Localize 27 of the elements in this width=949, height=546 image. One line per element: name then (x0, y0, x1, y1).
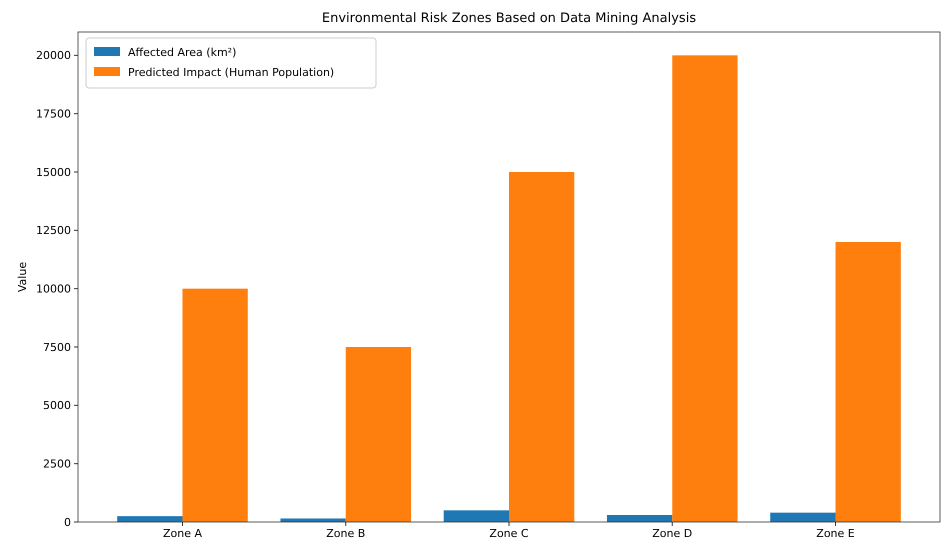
y-tick-label: 12500 (36, 224, 71, 238)
legend-label: Affected Area (km²) (128, 46, 236, 59)
bar (770, 512, 836, 522)
bar (182, 288, 248, 522)
bar (509, 172, 574, 522)
x-tick-label: Zone C (489, 527, 529, 540)
bar (672, 55, 738, 522)
bar (346, 347, 412, 522)
x-tick-label: Zone B (326, 527, 366, 540)
legend-label: Predicted Impact (Human Population) (128, 66, 334, 79)
bar (444, 510, 509, 522)
bar (606, 515, 672, 522)
y-axis-title: Value (16, 262, 29, 292)
chart-title: Environmental Risk Zones Based on Data Mining Analysis (322, 11, 696, 26)
x-tick-label: Zone A (162, 527, 202, 540)
y-tick-label: 7500 (43, 340, 71, 354)
y-tick-label: 0 (64, 516, 71, 529)
y-tick-label: 2500 (43, 458, 71, 471)
bar (836, 242, 901, 522)
bar (117, 516, 182, 522)
y-tick-label: 10000 (36, 282, 71, 296)
y-tick-label: 5000 (43, 399, 71, 412)
y-tick-label: 17500 (36, 108, 71, 121)
x-tick-label: Zone E (816, 527, 855, 540)
y-tick-label: 20000 (36, 49, 71, 62)
x-tick-label: Zone D (652, 527, 692, 540)
y-tick-label: 15000 (36, 166, 71, 179)
